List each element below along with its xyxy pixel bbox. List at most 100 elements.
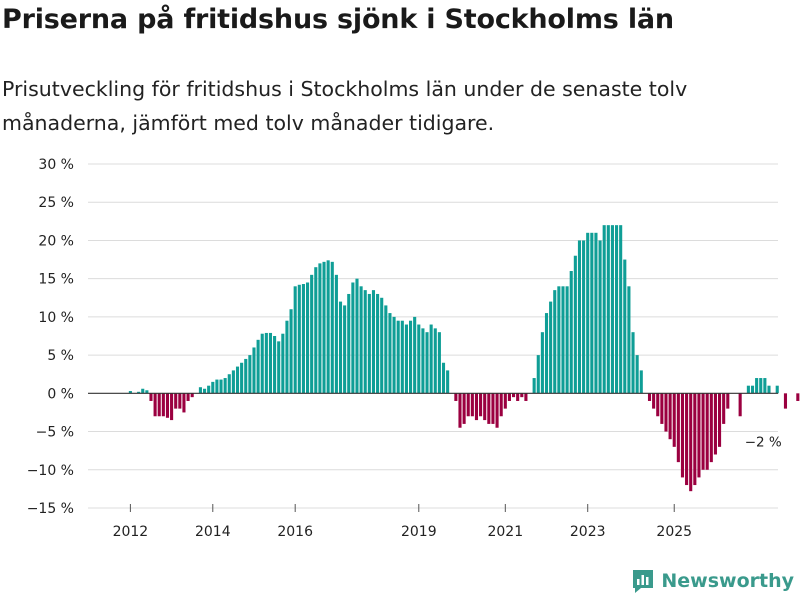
bar <box>573 255 577 394</box>
bar <box>680 393 685 478</box>
bar <box>343 305 347 394</box>
bar <box>273 336 277 394</box>
bar <box>264 332 268 394</box>
bar <box>223 378 227 394</box>
bar <box>705 393 709 470</box>
bar <box>668 393 672 440</box>
newsworthy-logo-text: Newsworthy <box>661 570 794 592</box>
bar <box>359 286 363 394</box>
bar <box>252 347 256 394</box>
bar <box>759 378 763 394</box>
bar <box>516 393 520 401</box>
bar <box>260 333 264 394</box>
bar <box>153 393 157 417</box>
bar <box>433 328 437 394</box>
bar <box>536 355 540 394</box>
bar <box>627 286 631 394</box>
bar <box>474 393 479 421</box>
bar <box>586 232 590 394</box>
bar <box>557 286 561 394</box>
bar <box>322 261 326 394</box>
bar <box>371 290 376 394</box>
bar <box>281 333 285 394</box>
bar <box>244 358 248 394</box>
bar <box>425 332 429 394</box>
bar <box>709 393 713 463</box>
bar <box>549 301 553 394</box>
bar <box>664 393 668 432</box>
bar <box>619 225 623 394</box>
bar <box>647 393 652 401</box>
bar <box>285 320 289 394</box>
bar <box>186 393 190 401</box>
bar <box>685 393 689 486</box>
bar <box>470 393 474 417</box>
y-tick-label: −10 % <box>27 463 74 479</box>
bar <box>161 393 165 417</box>
bar <box>363 290 367 394</box>
bar <box>203 388 207 394</box>
bar <box>462 393 466 424</box>
y-tick-label: 5 % <box>47 348 74 364</box>
bar <box>750 385 755 394</box>
bar <box>532 378 536 394</box>
bar <box>289 309 293 394</box>
bar <box>783 393 788 409</box>
bar <box>602 225 606 394</box>
bar <box>277 341 281 394</box>
bar <box>693 393 697 486</box>
bar <box>738 393 742 417</box>
y-tick-label: −5 % <box>36 425 74 441</box>
bar <box>417 324 421 394</box>
bar <box>165 393 170 418</box>
bar <box>590 232 594 394</box>
bar <box>553 290 557 394</box>
latest-value-annotation: −2 % <box>745 435 782 451</box>
bar <box>137 391 141 394</box>
bar <box>660 393 664 424</box>
bar <box>755 378 759 394</box>
bar <box>409 320 413 394</box>
bar <box>240 362 244 394</box>
bar <box>318 263 322 394</box>
bar <box>330 261 334 394</box>
chart-subtitle: Prisutveckling för fritidshus i Stockhol… <box>2 77 688 135</box>
bar <box>141 388 145 394</box>
bar <box>718 393 722 447</box>
bar <box>404 324 408 394</box>
bar <box>594 232 598 394</box>
bar <box>512 393 516 398</box>
bar <box>483 393 487 421</box>
bar <box>128 391 132 394</box>
bar <box>437 332 441 394</box>
bar <box>413 316 417 394</box>
bar <box>338 301 343 394</box>
bar <box>215 379 219 394</box>
bar <box>421 328 425 394</box>
bar <box>441 362 446 394</box>
bar <box>207 385 211 394</box>
bar <box>256 339 260 394</box>
bar <box>635 355 639 394</box>
y-tick-label: −15 % <box>27 501 74 517</box>
bar <box>380 297 384 394</box>
bar <box>268 332 273 394</box>
bar <box>301 284 305 394</box>
bar <box>392 316 396 394</box>
bar <box>487 393 491 424</box>
newsworthy-logo: Newsworthy <box>631 568 794 594</box>
bar <box>355 278 359 394</box>
bar <box>293 286 297 394</box>
bar <box>652 393 656 409</box>
bar <box>149 393 153 401</box>
bar <box>623 259 627 394</box>
bar <box>689 393 693 492</box>
bar <box>606 225 610 394</box>
bar <box>235 366 240 394</box>
bar <box>499 393 503 417</box>
bar <box>495 393 499 428</box>
bar <box>598 240 602 394</box>
bar <box>639 370 643 394</box>
y-tick-label: 30 % <box>38 157 74 173</box>
bar <box>610 225 614 394</box>
